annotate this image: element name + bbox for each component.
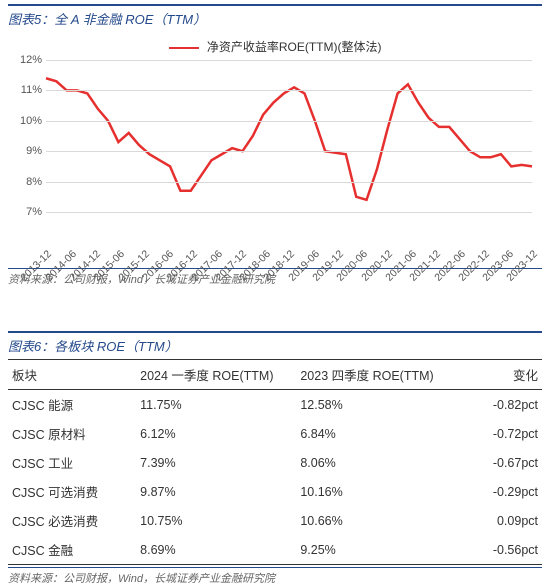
table-row: CJSC 可选消费9.87%10.16%-0.29pct (8, 477, 542, 506)
table-cell: CJSC 能源 (8, 390, 136, 420)
table-cell: -0.67pct (457, 448, 542, 477)
gridline (46, 121, 532, 122)
table-cell: 9.25% (296, 535, 456, 565)
chart5-plot-area: 净资产收益率ROE(TTM)(整体法) 7%8%9%10%11%12% 2013… (8, 32, 542, 266)
chart5-legend-label: 净资产收益率ROE(TTM)(整体法) (207, 40, 382, 54)
spacer (0, 287, 550, 327)
chart5-legend: 净资产收益率ROE(TTM)(整体法) (8, 32, 542, 57)
y-tick-label: 7% (12, 206, 42, 218)
table-cell: 10.75% (136, 506, 296, 535)
chart6-block: 图表6：各板块 ROE（TTM） 板块 2024 一季度 ROE(TTM) 20… (0, 327, 550, 586)
table-cell: 6.12% (136, 419, 296, 448)
table-cell: 11.75% (136, 390, 296, 420)
table-row: CJSC 能源11.75%12.58%-0.82pct (8, 390, 542, 420)
table-cell: CJSC 工业 (8, 448, 136, 477)
col-header-q1: 2024 一季度 ROE(TTM) (136, 360, 296, 390)
chart5-title-bar: 图表5：全 A 非金融 ROE（TTM） (8, 4, 542, 28)
table-header-row: 板块 2024 一季度 ROE(TTM) 2023 四季度 ROE(TTM) 变… (8, 360, 542, 390)
gridline (46, 182, 532, 183)
table-cell: -0.72pct (457, 419, 542, 448)
chart6-title: 图表6：各板块 ROE（TTM） (8, 339, 178, 354)
table-cell: 0.09pct (457, 506, 542, 535)
y-tick-label: 8% (12, 176, 42, 188)
table-cell: -0.82pct (457, 390, 542, 420)
table-row: CJSC 工业7.39%8.06%-0.67pct (8, 448, 542, 477)
chart6-table: 板块 2024 一季度 ROE(TTM) 2023 四季度 ROE(TTM) 变… (8, 359, 542, 565)
chart5-block: 图表5：全 A 非金融 ROE（TTM） 净资产收益率ROE(TTM)(整体法)… (0, 0, 550, 287)
table-cell: 9.87% (136, 477, 296, 506)
table-cell: CJSC 原材料 (8, 419, 136, 448)
table-row: CJSC 金融8.69%9.25%-0.56pct (8, 535, 542, 565)
y-tick-label: 11% (12, 84, 42, 96)
table-cell: 8.69% (136, 535, 296, 565)
gridline (46, 151, 532, 152)
col-header-sector: 板块 (8, 360, 136, 390)
legend-line-swatch (169, 47, 199, 50)
table-cell: -0.56pct (457, 535, 542, 565)
gridline (46, 60, 532, 61)
col-header-change: 变化 (457, 360, 542, 390)
col-header-q4: 2023 四季度 ROE(TTM) (296, 360, 456, 390)
table-row: CJSC 原材料6.12%6.84%-0.72pct (8, 419, 542, 448)
chart6-title-bar: 图表6：各板块 ROE（TTM） (8, 331, 542, 355)
chart5-line-svg (46, 60, 532, 212)
chart5-plot: 7%8%9%10%11%12% (46, 60, 532, 212)
table-cell: CJSC 必选消费 (8, 506, 136, 535)
chart5-xlabels: 2013-122014-062014-122015-062015-122016-… (46, 214, 532, 266)
y-tick-label: 10% (12, 115, 42, 127)
table-row: CJSC 必选消费10.75%10.66%0.09pct (8, 506, 542, 535)
gridline (46, 212, 532, 213)
table-cell: 7.39% (136, 448, 296, 477)
table-cell: CJSC 金融 (8, 535, 136, 565)
chart5-title: 图表5：全 A 非金融 ROE（TTM） (8, 12, 206, 27)
y-tick-label: 9% (12, 145, 42, 157)
gridline (46, 90, 532, 91)
table-cell: 10.16% (296, 477, 456, 506)
y-tick-label: 12% (12, 54, 42, 66)
table-cell: 10.66% (296, 506, 456, 535)
chart6-source: 资料来源：公司财报，Wind，长城证券产业金融研究院 (8, 567, 542, 586)
table-cell: 12.58% (296, 390, 456, 420)
table-cell: CJSC 可选消费 (8, 477, 136, 506)
chart6-tbody: CJSC 能源11.75%12.58%-0.82pctCJSC 原材料6.12%… (8, 390, 542, 565)
table-cell: -0.29pct (457, 477, 542, 506)
table-cell: 8.06% (296, 448, 456, 477)
table-cell: 6.84% (296, 419, 456, 448)
